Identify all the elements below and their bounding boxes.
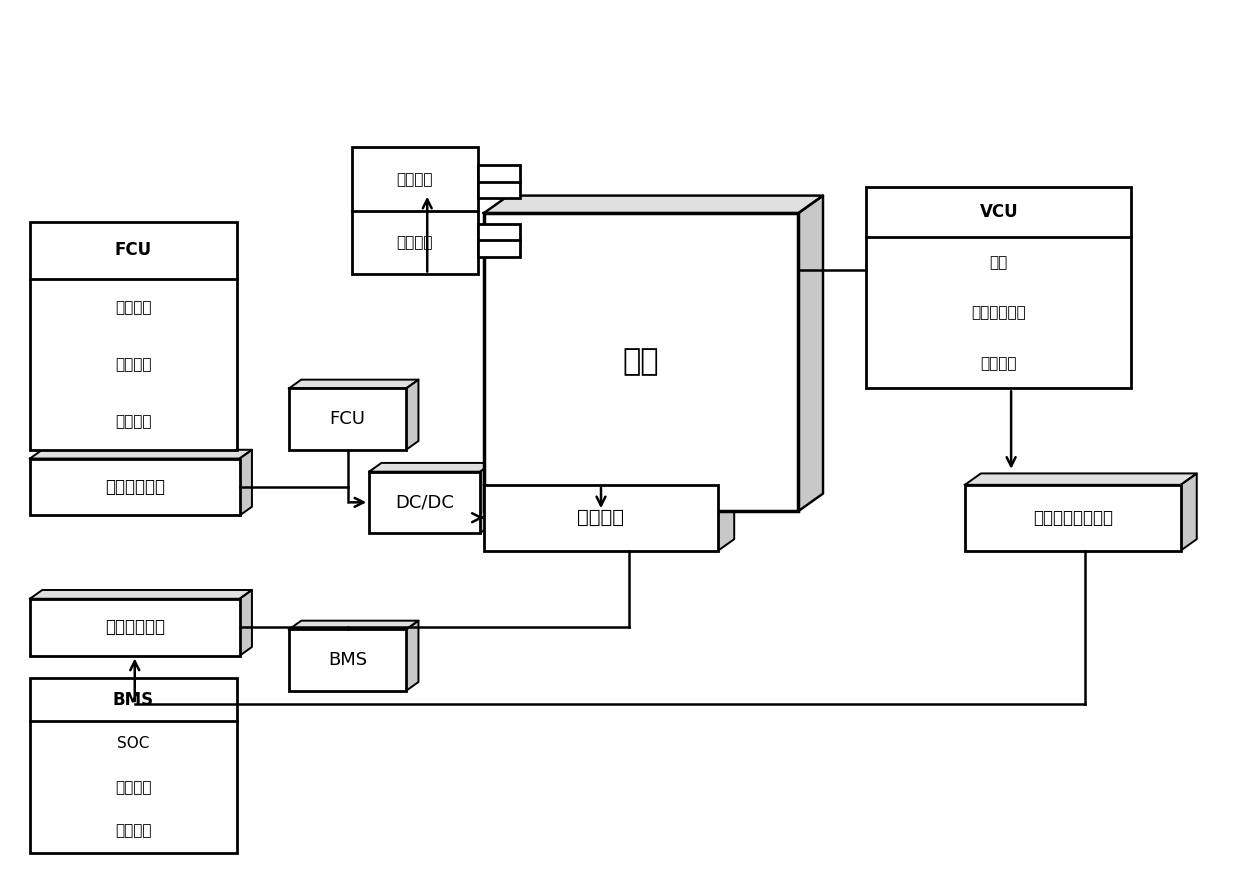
Text: 燃料电池系统: 燃料电池系统 bbox=[105, 478, 165, 496]
Text: FCU: FCU bbox=[330, 410, 366, 428]
Polygon shape bbox=[965, 474, 1197, 485]
Text: 目标功率: 目标功率 bbox=[115, 300, 151, 315]
Text: 整车: 整车 bbox=[623, 348, 659, 377]
Polygon shape bbox=[239, 450, 252, 515]
Bar bbox=[30, 677, 237, 853]
Polygon shape bbox=[406, 379, 419, 450]
Text: 放电功率: 放电功率 bbox=[115, 780, 151, 795]
Bar bbox=[289, 388, 406, 450]
Text: 环境温度: 环境温度 bbox=[396, 172, 434, 187]
Bar bbox=[866, 187, 1131, 388]
Polygon shape bbox=[30, 590, 252, 599]
Polygon shape bbox=[1181, 474, 1197, 550]
Text: 辅助功率: 辅助功率 bbox=[115, 414, 151, 429]
Polygon shape bbox=[481, 463, 492, 533]
Bar bbox=[352, 147, 478, 274]
Bar bbox=[30, 599, 239, 655]
Bar bbox=[289, 630, 406, 691]
Polygon shape bbox=[30, 450, 252, 459]
Text: 电堆温度: 电堆温度 bbox=[396, 235, 434, 250]
Text: DC/DC: DC/DC bbox=[395, 493, 453, 512]
Bar bbox=[478, 224, 520, 257]
Polygon shape bbox=[406, 621, 419, 691]
Text: 辅助功率: 辅助功率 bbox=[980, 355, 1017, 370]
Bar bbox=[965, 485, 1181, 550]
Bar bbox=[478, 165, 520, 198]
Text: 电机需求功率: 电机需求功率 bbox=[971, 305, 1026, 320]
Text: 制动能量回收系统: 制动能量回收系统 bbox=[1033, 509, 1113, 527]
Text: 实际功率: 实际功率 bbox=[115, 357, 151, 372]
Text: 驱动电机: 驱动电机 bbox=[577, 508, 624, 527]
Text: BMS: BMS bbox=[113, 691, 154, 708]
Polygon shape bbox=[719, 474, 735, 550]
Polygon shape bbox=[239, 590, 252, 655]
Text: FCU: FCU bbox=[115, 242, 152, 259]
Polygon shape bbox=[483, 474, 735, 485]
Text: VCU: VCU bbox=[980, 203, 1018, 221]
Text: BMS: BMS bbox=[328, 651, 367, 669]
Polygon shape bbox=[369, 463, 492, 472]
Bar bbox=[30, 459, 239, 515]
Text: 动力电池系统: 动力电池系统 bbox=[105, 618, 165, 636]
Bar bbox=[369, 472, 481, 533]
Bar bbox=[483, 213, 798, 511]
Polygon shape bbox=[289, 379, 419, 388]
Polygon shape bbox=[289, 621, 419, 630]
Polygon shape bbox=[483, 196, 823, 213]
Text: SOC: SOC bbox=[118, 736, 150, 751]
Polygon shape bbox=[798, 196, 823, 511]
Text: 充电功率: 充电功率 bbox=[115, 824, 151, 839]
Bar bbox=[483, 485, 719, 550]
Bar bbox=[30, 222, 237, 450]
Text: 车速: 车速 bbox=[990, 255, 1007, 270]
